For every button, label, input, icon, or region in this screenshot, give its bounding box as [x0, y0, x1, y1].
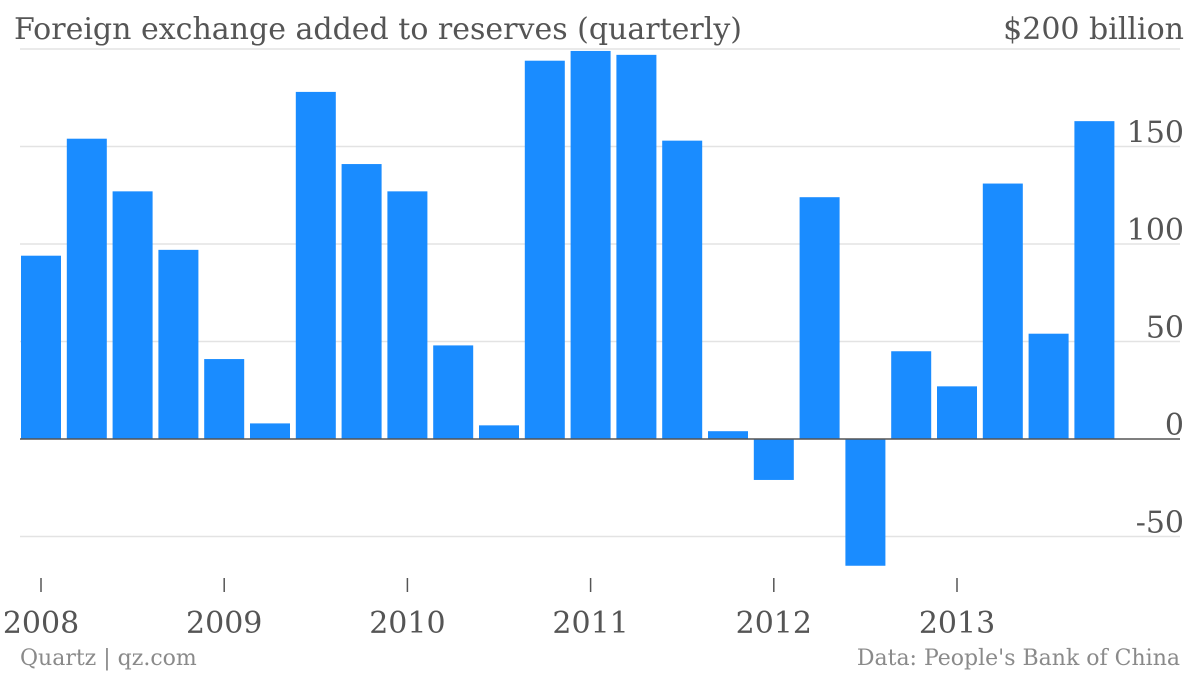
y-tick-label-top: $200 billion — [1003, 12, 1184, 47]
bar-2009Q4 — [341, 164, 382, 440]
bar-2010Q1 — [387, 191, 428, 439]
bar-2010Q3 — [479, 425, 519, 439]
bar-2012Q4 — [891, 351, 932, 439]
credit-text: Quartz | qz.com — [20, 646, 197, 671]
y-tick-label: -50 — [1136, 506, 1184, 541]
bar-2011Q1 — [570, 50, 611, 439]
x-tick-label: 2013 — [919, 606, 995, 641]
bar-2009Q2 — [250, 423, 290, 439]
y-tick-label: 50 — [1146, 311, 1184, 346]
bar-2010Q2 — [433, 345, 474, 439]
bar-2011Q4 — [708, 431, 748, 439]
bar-2013Q4 — [1074, 121, 1115, 440]
source-text: Data: People's Bank of China — [856, 646, 1180, 671]
bar-2011Q3 — [662, 140, 703, 439]
x-tick-label: 2010 — [369, 606, 445, 641]
bar-2012Q1 — [753, 439, 794, 480]
x-tick-label: 2012 — [736, 606, 812, 641]
bar-2009Q1 — [204, 359, 245, 439]
x-tick-label: 2009 — [186, 606, 262, 641]
bar-2008Q2 — [66, 138, 107, 439]
bar-2008Q1 — [21, 255, 61, 439]
y-tick-label: 0 — [1165, 408, 1184, 443]
bar-2008Q3 — [112, 191, 153, 439]
bar-2011Q2 — [616, 54, 657, 439]
bar-2013Q3 — [1028, 333, 1069, 439]
y-tick-label: 100 — [1127, 213, 1184, 248]
bar-2009Q3 — [295, 91, 336, 440]
bar-2008Q4 — [158, 249, 199, 439]
bar-2012Q2 — [799, 197, 840, 439]
y-tick-label: 150 — [1127, 116, 1184, 151]
bar-2013Q2 — [982, 183, 1023, 439]
bar-2013Q1 — [937, 386, 977, 439]
chart-title: Foreign exchange added to reserves (quar… — [14, 12, 742, 47]
bar-2012Q3 — [845, 439, 886, 566]
x-tick-label: 2008 — [3, 606, 79, 641]
x-tick-label: 2011 — [552, 606, 628, 641]
bar-2010Q4 — [524, 60, 565, 439]
